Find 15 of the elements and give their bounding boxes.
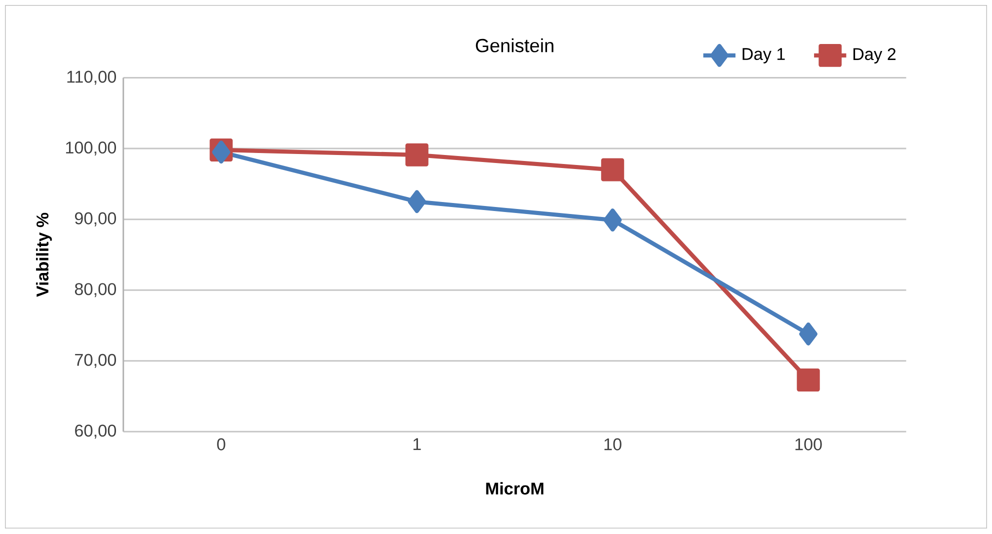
- y-tick-label: 60,00: [75, 424, 116, 439]
- legend-label: Day 1: [742, 48, 785, 64]
- chart-title: Genistein: [476, 38, 554, 52]
- legend-label: Day 2: [853, 48, 896, 64]
- y-axis-title: Viability %: [36, 213, 52, 298]
- x-axis-title: MicroM: [486, 482, 544, 495]
- y-tick-label: 90,00: [75, 212, 116, 227]
- y-tick-label: 70,00: [75, 354, 116, 368]
- y-tick-label: 80,00: [74, 283, 116, 298]
- x-tick-label: 0: [217, 438, 226, 451]
- x-tick-label: 1: [413, 438, 421, 450]
- y-tick-label: 100,00: [66, 142, 116, 156]
- y-tick-label: 110,00: [67, 70, 116, 85]
- x-tick-label: 10: [604, 438, 622, 451]
- x-tick-label: 100: [795, 438, 822, 451]
